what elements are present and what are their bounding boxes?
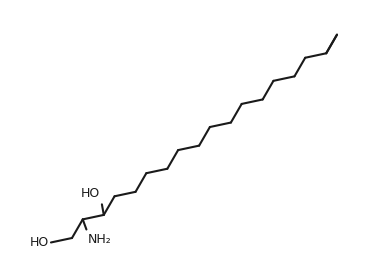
Text: HO: HO bbox=[81, 187, 100, 200]
Text: HO: HO bbox=[30, 236, 49, 249]
Text: NH₂: NH₂ bbox=[87, 234, 111, 246]
